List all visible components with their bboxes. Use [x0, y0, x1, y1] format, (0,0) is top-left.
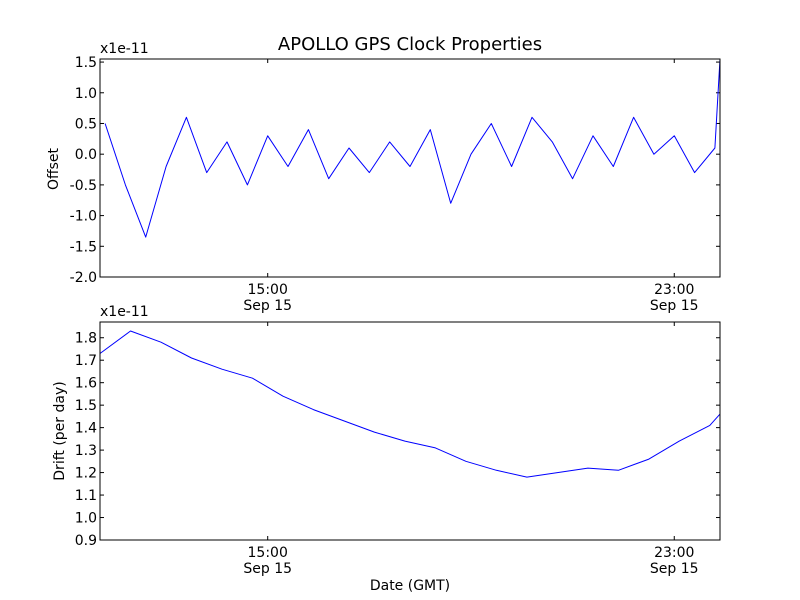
drift-y-tick-label: 0.9 [75, 533, 97, 549]
offset-y-tick-label: 0.0 [75, 147, 97, 163]
offset-x-tick-label-date: Sep 15 [650, 298, 699, 314]
drift-y-tick-label: 1.0 [75, 511, 97, 527]
offset-x-tick-label-time: 15:00 [248, 282, 288, 298]
offset-x-tick-label-time: 23:00 [654, 282, 694, 298]
drift-y-multiplier: x1e-11 [100, 304, 149, 320]
drift-axes-frame [99, 321, 721, 541]
offset-y-tick-label: 1.0 [75, 86, 97, 102]
drift-series [99, 321, 721, 540]
offset-y-tick-label: -1.0 [70, 209, 97, 225]
drift-x-tick-label-date: Sep 15 [650, 561, 699, 577]
offset-series [104, 58, 721, 272]
drift-x-tick-label-time: 23:00 [654, 545, 694, 561]
figure-title: APOLLO GPS Clock Properties [278, 34, 542, 55]
drift-y-tick-label: 1.3 [75, 443, 97, 459]
drift-x-tick-label-date: Sep 15 [243, 561, 292, 577]
offset-y-multiplier: x1e-11 [100, 41, 149, 57]
drift-panel: Drift (per day) x1e-11 Date (GMT) 1.8 1.7… [52, 304, 721, 594]
drift-y-tick-label: 1.1 [75, 488, 97, 504]
offset-y-tick-label: -0.5 [70, 178, 97, 194]
offset-y-label: Offset [46, 147, 62, 190]
offset-y-tick-label: -2.0 [70, 270, 97, 286]
offset-y-tick-label: -1.5 [70, 239, 97, 255]
drift-y-label: Drift (per day) [52, 381, 68, 480]
offset-panel: Offset x1e-11 1.5 1.0 0.5 0.0 -0.5 -1.0 -1.5 -2… [46, 41, 721, 314]
offset-line-series-0 [104, 58, 721, 272]
drift-y-tick-label: 1.7 [75, 353, 97, 369]
offset-y-tick-label: 1.5 [75, 55, 97, 71]
offset-y-tick-label: 0.5 [75, 116, 97, 132]
drift-y-tick-label: 1.2 [75, 466, 97, 482]
drift-x-tick-label-time: 15:00 [248, 545, 288, 561]
drift-y-tick-label: 1.6 [75, 376, 97, 392]
offset-axes-frame [99, 58, 721, 278]
drift-y-tick-label: 1.8 [75, 331, 97, 347]
offset-x-tick-label-date: Sep 15 [243, 298, 292, 314]
drift-y-tick-label: 1.5 [75, 398, 97, 414]
drift-x-label: Date (GMT) [370, 578, 450, 594]
drift-y-tick-label: 1.4 [75, 421, 97, 437]
drift-line-series-0 [99, 321, 721, 540]
